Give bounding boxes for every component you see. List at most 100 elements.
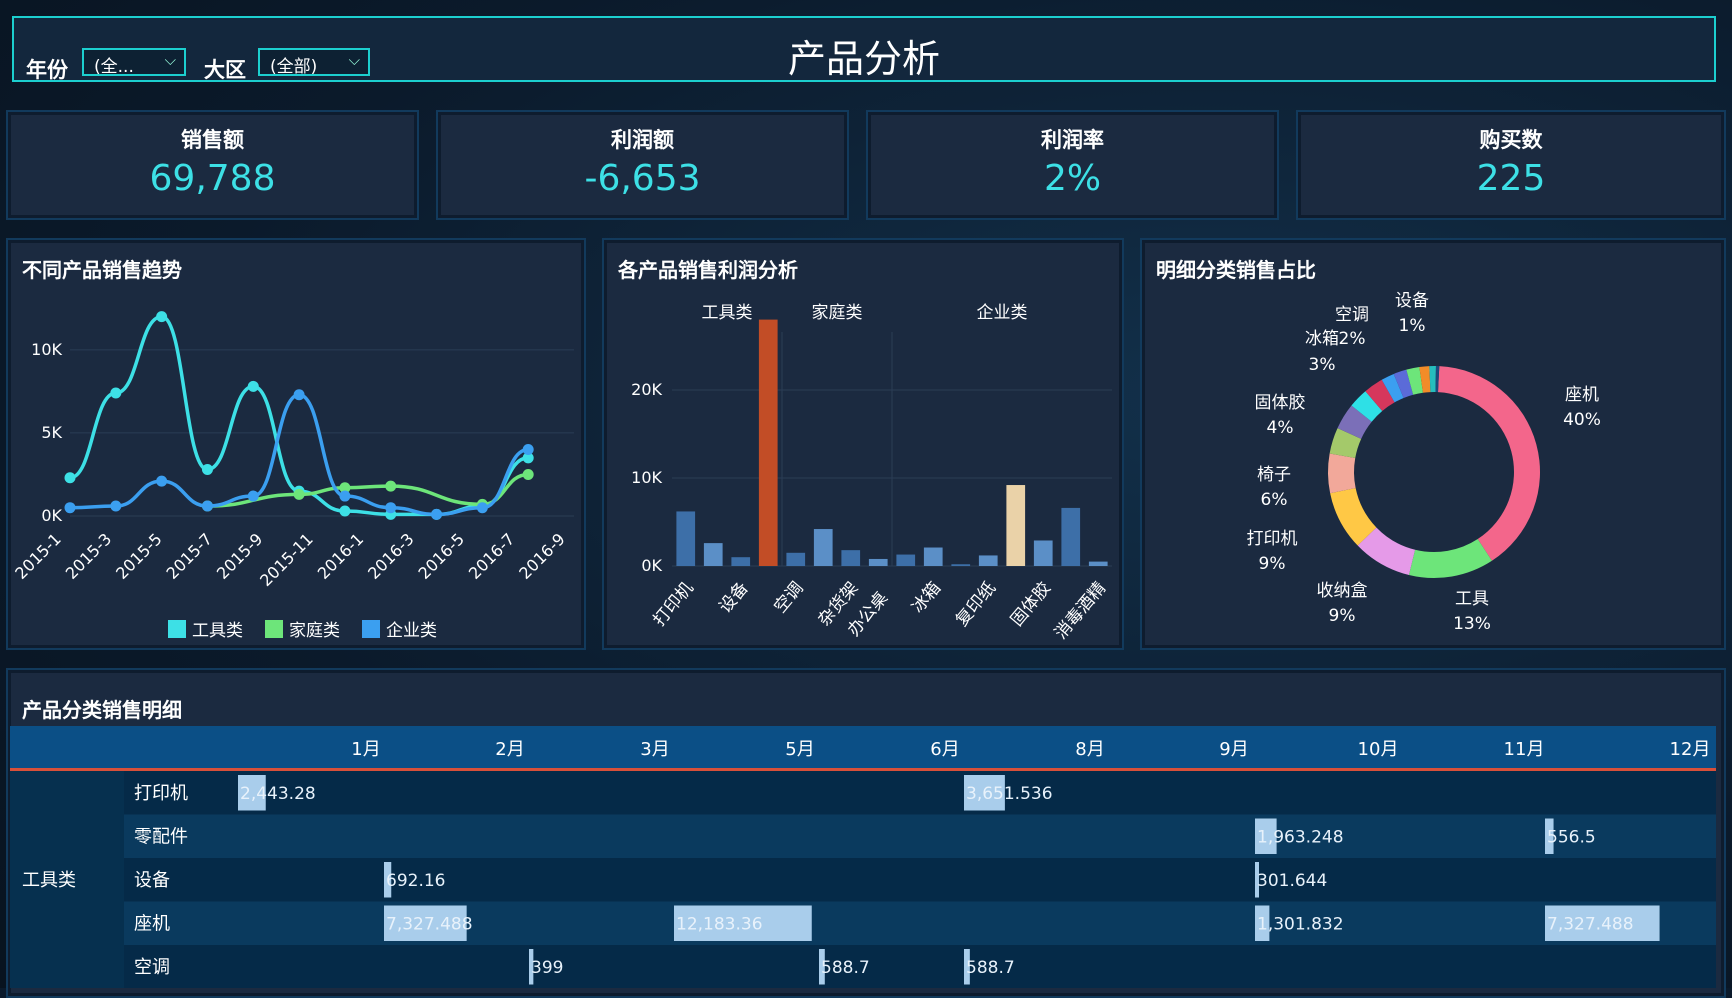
cell-value: 301.644 <box>1257 871 1327 891</box>
line-chart[interactable]: 0K5K10K2015-12015-32015-52015-72015-9201… <box>8 240 584 648</box>
slice-label: 冰箱 <box>1305 329 1339 349</box>
donut-slice <box>1437 366 1540 561</box>
row-label: 零配件 <box>134 827 188 848</box>
month-header: 5月 <box>785 739 814 760</box>
x-tick-label: 空调 <box>770 578 807 617</box>
x-tick-label: 2016-3 <box>364 529 418 583</box>
kpi-card-purchases: 购买数 225 <box>1296 110 1726 220</box>
y-tick-label: 0K <box>641 556 662 575</box>
year-select[interactable]: (全... ⌵ <box>82 48 186 77</box>
cell-bar <box>1255 905 1270 941</box>
data-point <box>339 505 351 517</box>
month-header: 12月 <box>1670 739 1711 760</box>
donut-slice <box>1419 366 1431 393</box>
kpi-value: -6,653 <box>584 158 701 199</box>
group-label: 家庭类 <box>812 303 863 323</box>
header-bar: 产品分析 年份 (全... ⌵ 大区 (全部) ⌵ <box>12 16 1716 82</box>
donut-slice <box>1406 367 1423 395</box>
bar <box>1006 485 1026 566</box>
month-header: 1月 <box>351 739 380 760</box>
x-tick-label: 2016-5 <box>415 529 469 583</box>
bar <box>758 319 778 566</box>
x-tick-label: 固体胶 <box>1007 578 1055 630</box>
kpi-label: 利润额 <box>611 128 674 152</box>
year-select-value: (全... <box>94 57 134 77</box>
x-tick-label: 消毒酒精 <box>1051 578 1110 643</box>
slice-label: 打印机 <box>1247 529 1298 549</box>
region-filter-label: 大区 <box>204 58 246 82</box>
row-label: 空调 <box>134 957 170 978</box>
data-point <box>293 389 305 401</box>
bar <box>841 550 861 566</box>
legend-swatch <box>265 620 283 638</box>
data-point <box>247 380 259 392</box>
data-point <box>431 508 443 520</box>
cell-bar <box>1255 862 1259 898</box>
bar <box>703 543 723 566</box>
cell-value: 556.5 <box>1547 828 1596 848</box>
donut-slice <box>1435 366 1440 393</box>
donut-chart[interactable]: 座机 40% 工具 13% 收纳盒 9% 打印机 9% 椅子 6% 固体胶 4% 冰箱 3% 空调 2% 设备 1… <box>1142 240 1724 648</box>
x-tick-label: 复印纸 <box>952 578 1000 630</box>
slice-pct: 9% <box>1259 554 1286 574</box>
cell-bar <box>1255 818 1277 854</box>
kpi-card-margin: 利润率 2% <box>866 110 1279 220</box>
year-filter-label: 年份 <box>26 58 68 82</box>
bar <box>786 552 806 566</box>
region-select[interactable]: (全部) ⌵ <box>258 48 370 77</box>
data-point <box>522 444 534 456</box>
data-point <box>201 463 213 475</box>
panel-title: 不同产品销售趋势 <box>22 258 182 282</box>
data-point <box>339 490 351 502</box>
slice-pct: 9% <box>1329 606 1356 626</box>
kpi-value: 69,788 <box>149 158 276 199</box>
row-label: 座机 <box>134 914 170 935</box>
slice-pct: 2% <box>1339 329 1366 349</box>
slice-label: 椅子 <box>1257 465 1291 485</box>
bar <box>676 511 696 566</box>
cell-value: 3,651.536 <box>966 784 1053 804</box>
slice-label: 固体胶 <box>1255 393 1306 413</box>
bar <box>1033 540 1053 566</box>
cell-bar <box>1545 905 1660 941</box>
x-tick-label: 2016-1 <box>314 529 368 583</box>
group-label: 工具类 <box>22 870 76 891</box>
cell-bar <box>384 905 467 941</box>
cell-value: 2,443.28 <box>240 784 316 804</box>
x-tick-label: 2015-1 <box>11 529 65 583</box>
slice-label: 座机 <box>1565 385 1599 405</box>
x-tick-label: 打印机 <box>649 578 697 630</box>
donut-slice <box>1351 391 1383 422</box>
y-tick-label: 10K <box>31 340 62 359</box>
cell-bar <box>384 862 392 898</box>
kpi-value: 2% <box>1043 158 1102 199</box>
chevron-down-icon: ⌵ <box>164 51 176 69</box>
cell-value: 1,963.248 <box>1257 828 1344 848</box>
data-point <box>385 502 397 514</box>
cell-bar <box>964 949 970 985</box>
cell-value: 1,301.832 <box>1257 915 1344 935</box>
donut-slice <box>1337 405 1372 439</box>
cell-value: 588.7 <box>821 958 870 978</box>
table-row <box>124 858 1716 902</box>
month-header: 3月 <box>640 739 669 760</box>
legend-label: 企业类 <box>386 621 437 641</box>
y-tick-label: 0K <box>41 506 62 525</box>
slice-pct: 6% <box>1261 490 1288 510</box>
table-header <box>10 726 1716 770</box>
kpi-label: 利润率 <box>1041 128 1104 152</box>
trend-chart-panel: 不同产品销售趋势 0K 5K 10K 2015-1 2015-3 2015-5 2015-7… <box>6 238 586 650</box>
category-share-panel: 明细分类销售占比 座机 40% 工具 13% 收纳盒 9% 打印机 9% 椅子 6% 固体胶 4% 冰箱… <box>1140 238 1726 650</box>
slice-pct: 13% <box>1453 614 1491 634</box>
bar <box>1061 507 1081 566</box>
x-tick-label: 设备 <box>715 578 752 617</box>
slice-pct: 4% <box>1267 418 1294 438</box>
bar <box>731 557 751 566</box>
cell-bar <box>529 949 534 985</box>
data-point <box>64 472 76 484</box>
data-point <box>522 468 534 480</box>
x-tick-label: 2016-7 <box>465 529 519 583</box>
month-header: 9月 <box>1219 739 1248 760</box>
kpi-label: 销售额 <box>181 128 244 152</box>
